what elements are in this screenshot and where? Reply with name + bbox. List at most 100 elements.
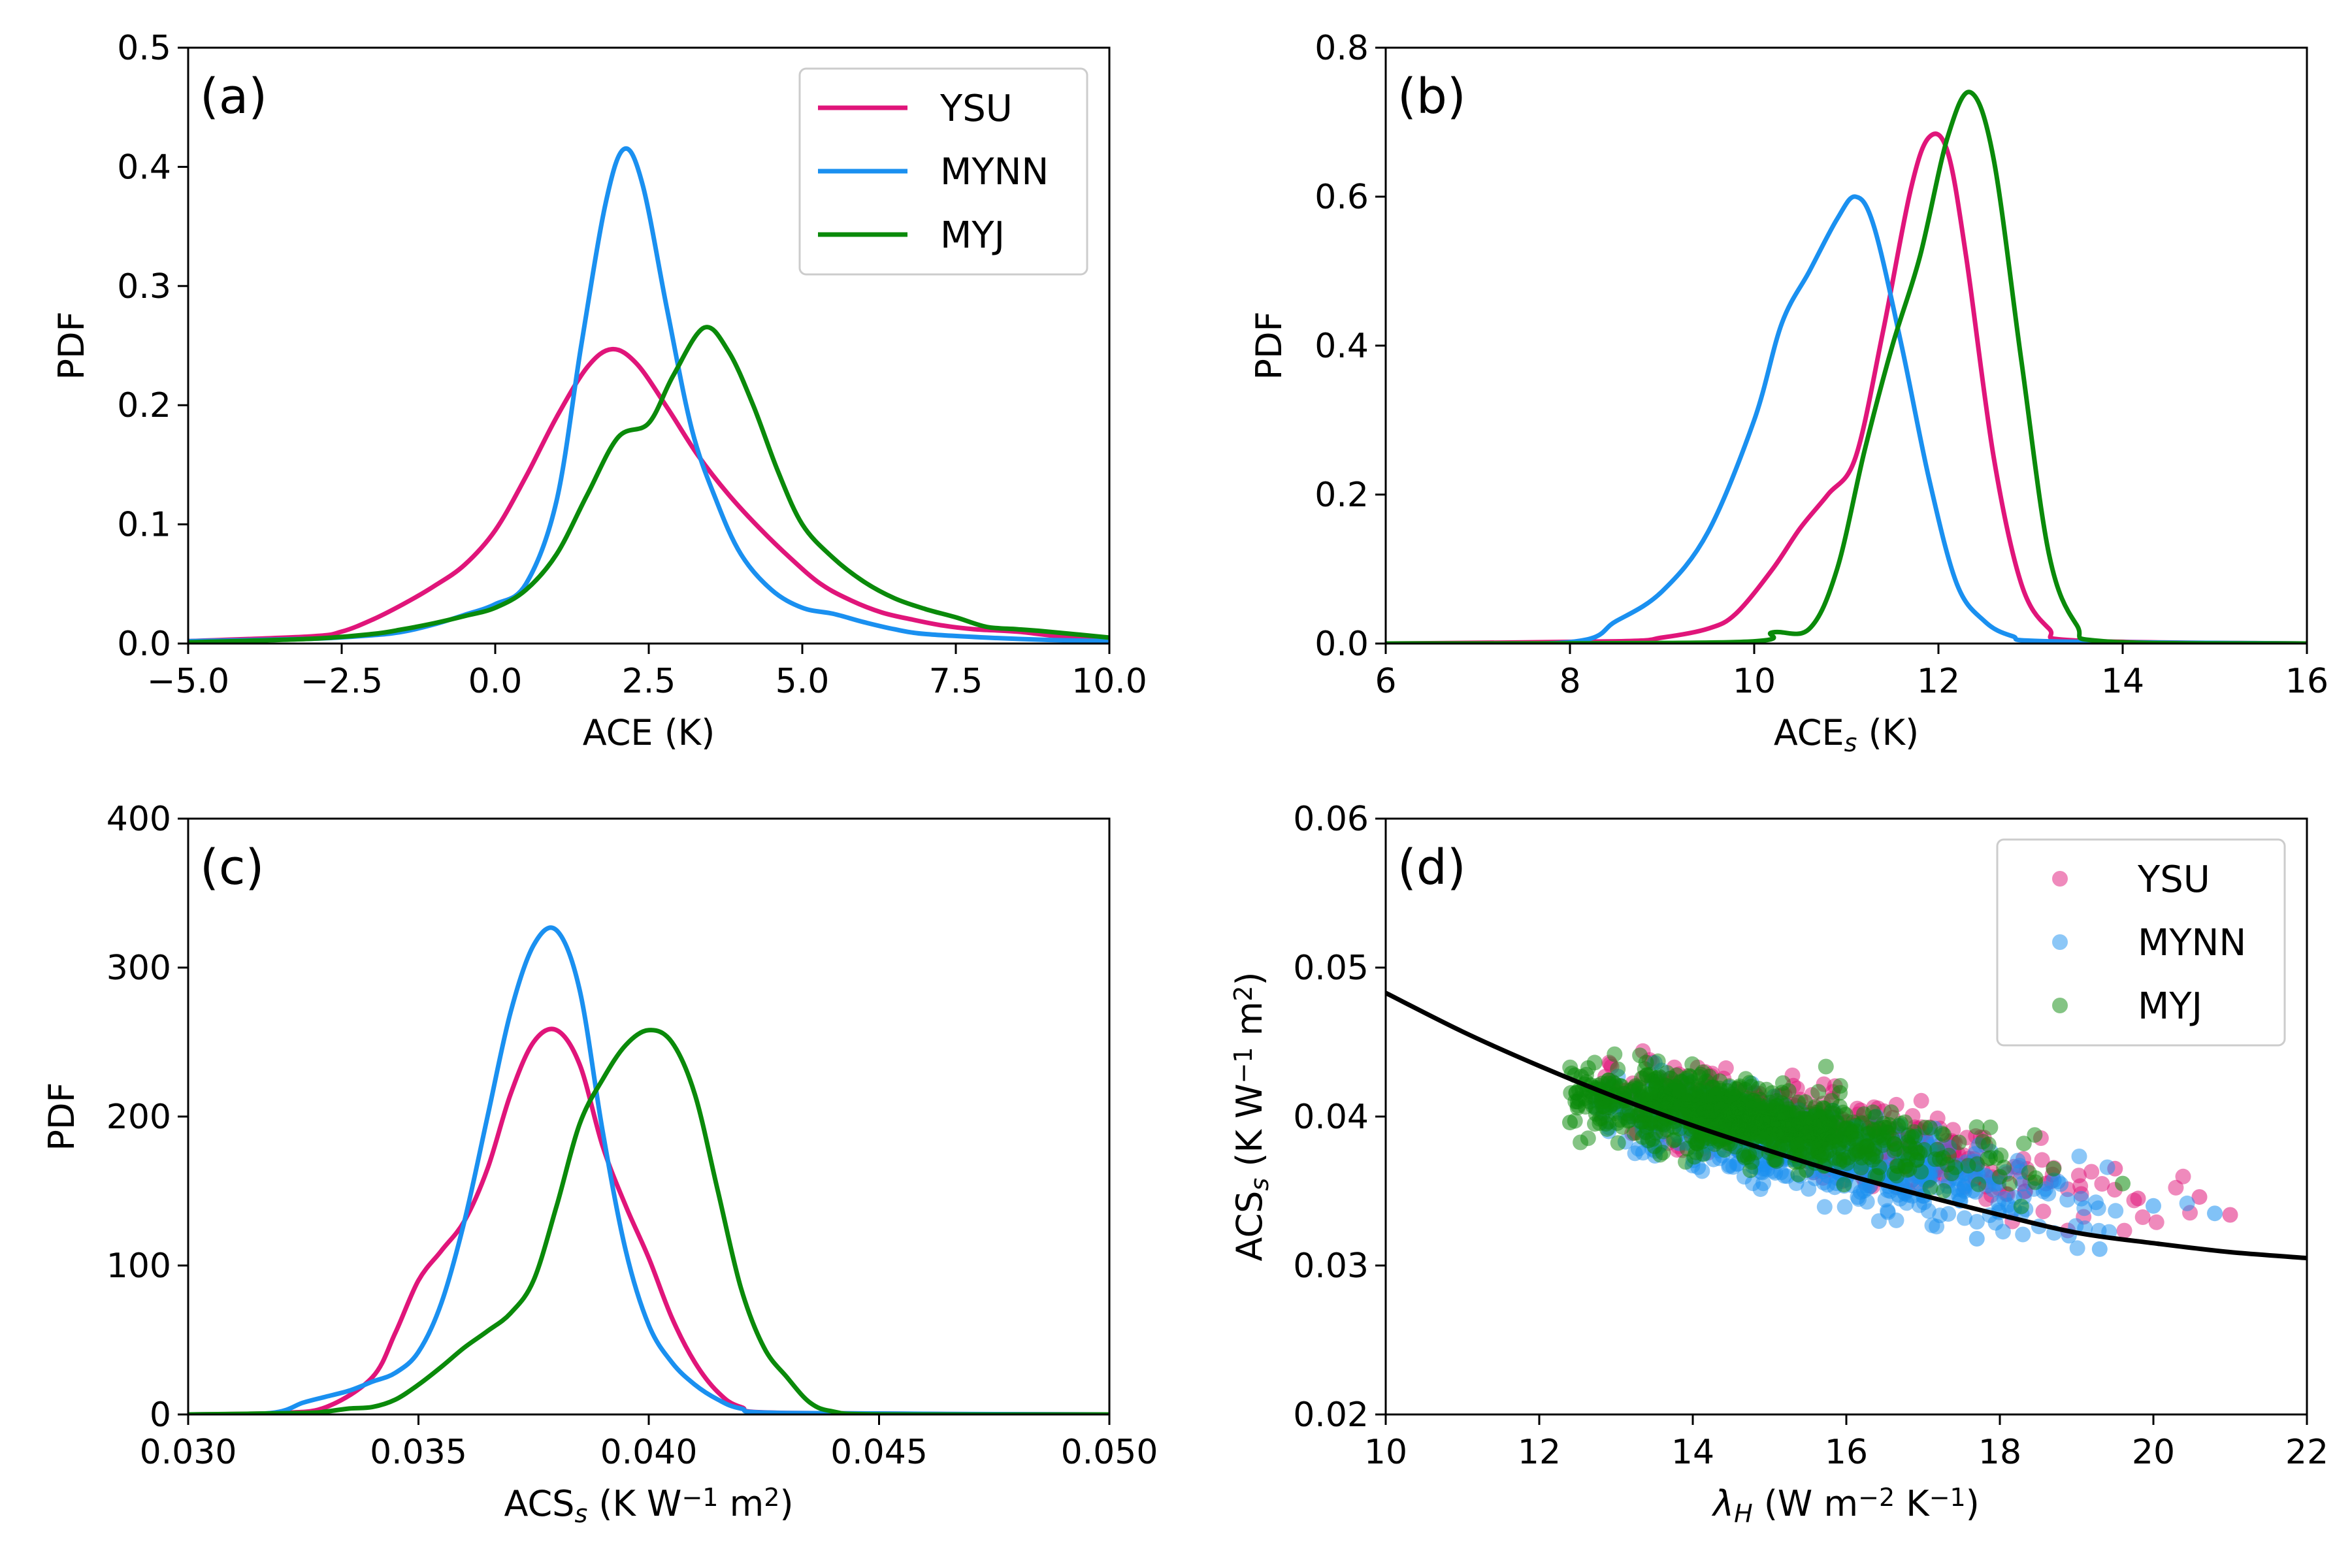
x-tick-label: 0.050 [1061,1433,1158,1472]
scatter-point [1940,1206,1957,1222]
y-tick-label: 0.06 [1293,800,1369,839]
scatter-point [2083,1164,2100,1180]
scatter-point [1957,1210,1972,1226]
scatter-point [1632,1047,1648,1064]
scatter-point [2175,1168,2191,1184]
y-axis-label: PDF [1249,311,1290,380]
legend-box [1996,838,2286,1047]
scatter-point [1883,1104,1899,1120]
scatter-point [1610,1061,1626,1077]
x-tick-label: 10 [1733,662,1776,701]
x-tick-label: 8 [1559,662,1580,701]
scatter-point [1982,1119,1999,1135]
scatter-point [1980,1136,1997,1152]
legend-swatch-myj [2052,998,2068,1013]
x-tick-label: 22 [2285,1433,2328,1472]
x-tick-label: 18 [1978,1433,2021,1472]
y-tick-label: 300 [106,949,171,988]
x-tick-label: −5.0 [147,662,229,701]
y-axis-label: PDF [51,311,92,380]
series-line-ysu [1386,131,2307,644]
scatter-point [1884,1131,1901,1147]
scatter-point [1968,1214,1985,1230]
scatter-point [2116,1222,2132,1239]
series-line-myj [1386,90,2307,644]
y-tick-label: 0.3 [117,267,171,306]
legend-swatch-mynn [2052,934,2068,950]
plot-area [1386,990,2307,1261]
y-tick-label: 0.2 [117,386,171,425]
legend-label-ysu: YSU [939,88,1013,130]
x-axis-label: λH (W m−2 K−1) [1711,1483,1980,1528]
y-tick-label: 200 [106,1098,171,1137]
scatter-point [2168,1179,2184,1196]
scatter-point [1607,1046,1623,1062]
scatter-point [1649,1085,1665,1100]
scatter-point [1764,1085,1780,1101]
x-tick-label: 10 [1364,1433,1407,1472]
scatter-point [1906,1124,1922,1140]
scatter-point [2094,1176,2110,1192]
scatter-point [1586,1054,1603,1071]
scatter-point [1836,1177,1852,1193]
scatter-point [2148,1214,2164,1230]
scatter-point [1634,1113,1650,1130]
legend-label-myj: MYJ [940,214,1005,257]
y-tick-label: 0.4 [1315,327,1369,366]
y-tick-label: 0.03 [1293,1247,1369,1286]
scatter-point [2021,1165,2037,1181]
scatter-point [2070,1168,2087,1184]
scatter-point [1818,1058,1834,1075]
y-tick-label: 0.0 [1315,625,1369,664]
scatter-point [1665,1132,1682,1149]
scatter-point [1562,1059,1578,1075]
scatter-point [1810,1084,1827,1100]
scatter-point [1859,1126,1876,1143]
scatter-point [1837,1199,1853,1215]
scatter-point [1922,1120,1938,1136]
scatter-point [1688,1134,1704,1151]
scatter-point [1767,1165,1784,1181]
scatter-point [1851,1191,1867,1207]
x-tick-label: 2.5 [622,662,676,701]
y-tick-label: 0.1 [117,506,171,545]
scatter-point [1922,1179,1938,1196]
legend-swatch-ysu [2052,871,2068,887]
panel-c: 0.030 0.035 0.040 0.045 0.050 0 100 200 300 400 (c… [41,800,1158,1528]
scatter-point [1684,1056,1701,1072]
scatter-point [1797,1111,1813,1127]
scatter-point [2099,1159,2115,1175]
x-axis-label: ACSs (K W−1 m2) [504,1483,793,1528]
scatter-point [2016,1135,2032,1152]
scatter-point [1970,1176,1987,1192]
scatter-point [1816,1175,1832,1191]
scatter-point [1722,1103,1739,1119]
series-line-mynn [1386,194,2307,644]
panel-tag: (c) [200,840,264,896]
scatter-point [1935,1150,1952,1166]
x-tick-label: −2.5 [301,662,383,701]
scatter-point [1757,1099,1774,1115]
y-tick-label: 0.02 [1293,1396,1369,1435]
scatter-point [1686,1149,1703,1165]
y-tick-label: 0.8 [1315,29,1369,68]
panel-b: 6 8 10 12 14 16 0.0 0.2 0.4 0.6 0.8 (b) ACEs (K) PDF [1249,29,2328,757]
scatter-point [1573,1134,1589,1151]
scatter-point [2222,1207,2238,1223]
scatter-point [1693,1066,1709,1083]
scatter-point [1818,1145,1835,1161]
scatter-point [1896,1145,1912,1162]
scatter-point [1738,1071,1754,1087]
panel-d: 10 12 14 16 18 20 22 0.02 0.03 0.04 0.05 0.06 (d) λH … [1229,800,2328,1528]
scatter-point [2071,1149,2087,1164]
scatter-point [2053,1176,2069,1192]
plot-area [188,925,1109,1414]
scatter-point [1681,1086,1697,1103]
scatter-point [1609,1115,1625,1131]
scatter-point [1837,1120,1853,1136]
scatter-point [1968,1231,1985,1247]
scatter-point [1823,1093,1840,1109]
scatter-point [1769,1153,1785,1169]
scatter-point [1832,1078,1848,1094]
